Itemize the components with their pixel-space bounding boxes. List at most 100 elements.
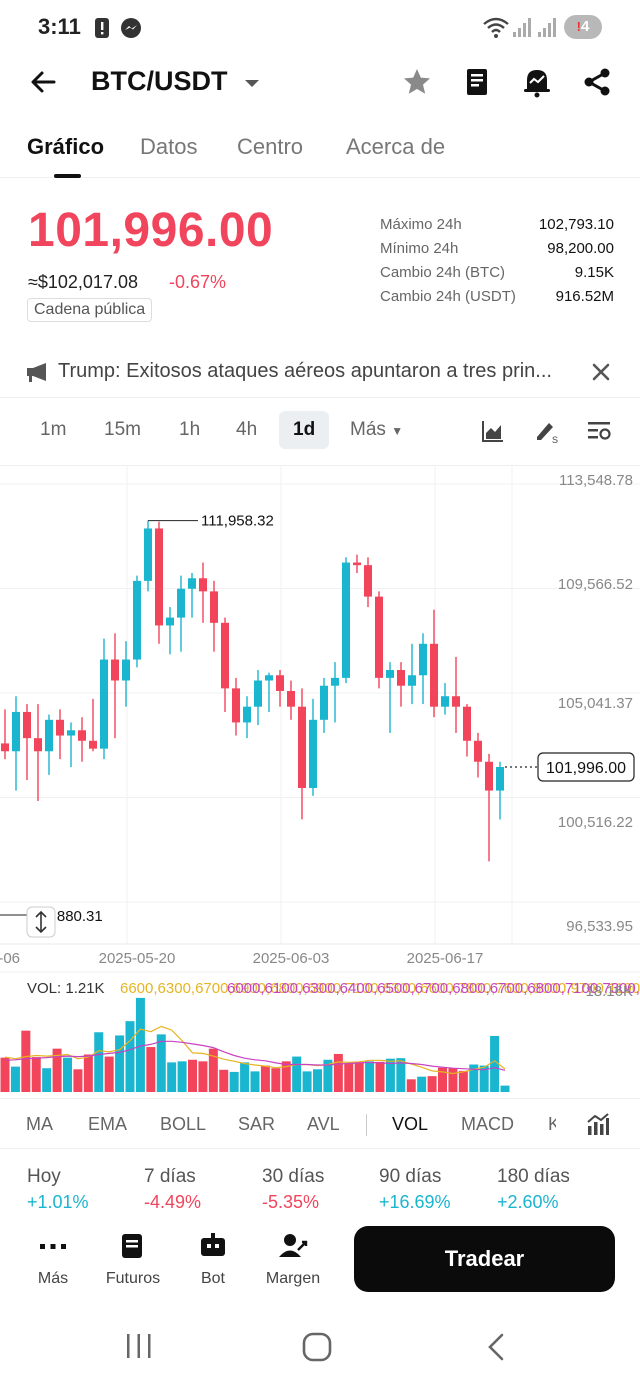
stat-label: Cambio 24h (USDT) bbox=[380, 288, 516, 305]
candles bbox=[1, 520, 504, 862]
tab-acerca-de[interactable]: Acerca de bbox=[346, 134, 446, 159]
volume-bar bbox=[448, 1068, 458, 1092]
volume-bar bbox=[458, 1070, 468, 1092]
share-icon[interactable] bbox=[581, 66, 613, 98]
volume-bar bbox=[344, 1063, 354, 1092]
action-mas[interactable]: Más bbox=[18, 1232, 88, 1287]
candle-body bbox=[166, 617, 174, 626]
volume-bar bbox=[125, 1021, 135, 1092]
candle-body bbox=[89, 740, 97, 749]
candle-body bbox=[133, 580, 141, 660]
timeframe-more[interactable]: Más ▼ bbox=[350, 419, 403, 441]
signal-icon bbox=[538, 18, 556, 37]
candle-body bbox=[408, 675, 416, 686]
volume-bar bbox=[73, 1069, 83, 1092]
candle-body bbox=[287, 690, 295, 707]
candle-body bbox=[353, 562, 361, 566]
futures-icon bbox=[122, 1234, 142, 1258]
candle-body bbox=[210, 591, 218, 623]
nav-back-icon[interactable] bbox=[484, 1332, 508, 1362]
star-icon[interactable] bbox=[401, 66, 433, 98]
volume-bar bbox=[396, 1058, 406, 1092]
battery-level: 4 bbox=[581, 18, 590, 35]
volume-bar bbox=[333, 1053, 343, 1092]
time-tick-label: 2025-05-20 bbox=[99, 950, 176, 967]
stat-value: 98,200.00 bbox=[547, 240, 614, 257]
megaphone-icon bbox=[27, 363, 46, 382]
ma5-line bbox=[4, 1025, 506, 1075]
status-bar: 3:11 !4 bbox=[0, 0, 640, 54]
candle-body bbox=[397, 670, 405, 686]
home-icon[interactable] bbox=[302, 1332, 332, 1362]
candle-body bbox=[155, 528, 163, 626]
volume-bar bbox=[292, 1056, 302, 1092]
news-text[interactable]: Trump: Exitosos ataques aéreos apuntaron… bbox=[58, 360, 552, 382]
dropdown-caret-icon[interactable] bbox=[236, 68, 268, 100]
timeframe-1d[interactable]: 1d bbox=[279, 411, 330, 449]
tab-datos[interactable]: Datos bbox=[140, 134, 198, 159]
stat-value: 9.15K bbox=[574, 264, 614, 281]
timeframe-15m[interactable]: 15m bbox=[104, 419, 141, 440]
pair-title[interactable]: BTC/USDT bbox=[91, 66, 228, 96]
volume-bar bbox=[115, 1035, 125, 1092]
price-alert-icon[interactable] bbox=[521, 66, 553, 98]
volume-label: VOL: 1.21K bbox=[27, 980, 105, 997]
candle-body bbox=[452, 696, 460, 707]
current-price-box bbox=[537, 752, 635, 782]
indicator-ema[interactable]: EMA bbox=[88, 1114, 128, 1134]
trade-button[interactable]: Tradear bbox=[354, 1226, 615, 1292]
action-margen[interactable]: Margen bbox=[258, 1232, 328, 1287]
volume-bar bbox=[188, 1059, 197, 1092]
last-price: 101,996.00 bbox=[28, 204, 274, 257]
volume-bar bbox=[479, 1065, 489, 1092]
timeframe-more-label: Más bbox=[350, 419, 386, 440]
volume-bar bbox=[354, 1062, 364, 1092]
indicator-ma[interactable]: MA bbox=[26, 1114, 53, 1134]
candle-body bbox=[265, 675, 273, 681]
perf-label-180d: 180 días bbox=[497, 1166, 570, 1187]
action-bot[interactable]: Bot bbox=[178, 1232, 248, 1287]
candlestick-chart[interactable]: 113,548.78 109,566.52 105,041.37 100,516.22… bbox=[0, 466, 640, 1106]
volume-bar bbox=[313, 1069, 322, 1092]
timeframe-4h[interactable]: 4h bbox=[236, 419, 258, 440]
bot-icon bbox=[201, 1233, 225, 1256]
candle-body bbox=[56, 719, 64, 736]
draw-tool-icon[interactable]: S bbox=[534, 418, 560, 444]
back-arrow-icon[interactable] bbox=[28, 66, 60, 98]
tab-grafico[interactable]: Gráfico bbox=[27, 134, 105, 159]
recent-apps-icon[interactable] bbox=[124, 1332, 154, 1360]
tab-centro[interactable]: Centro bbox=[237, 134, 304, 159]
candle-body bbox=[441, 696, 449, 707]
price-change: -0.67% bbox=[169, 272, 227, 292]
indicator-vol[interactable]: VOL bbox=[392, 1114, 429, 1134]
indicator-sar[interactable]: SAR bbox=[238, 1114, 276, 1134]
volume-bar bbox=[208, 1048, 218, 1092]
timeframe-1m[interactable]: 1m bbox=[40, 419, 67, 440]
indicator-avl[interactable]: AVL bbox=[307, 1114, 340, 1134]
book-icon[interactable] bbox=[461, 66, 493, 98]
volume-bar bbox=[177, 1061, 187, 1092]
volume-bar bbox=[406, 1079, 416, 1092]
candle-body bbox=[375, 596, 383, 678]
price-tick-label: 109,566.52 bbox=[558, 576, 633, 593]
indicator-macd[interactable]: MACD bbox=[461, 1114, 514, 1134]
indicator-boll[interactable]: BOLL bbox=[160, 1114, 207, 1134]
chain-badge[interactable]: Cadena pública bbox=[27, 298, 153, 322]
volume-bar bbox=[417, 1076, 427, 1092]
action-futuros[interactable]: Futuros bbox=[98, 1232, 168, 1287]
volume-bar bbox=[146, 1047, 156, 1092]
candle-body bbox=[276, 675, 284, 691]
chart-type-icon[interactable] bbox=[481, 419, 505, 443]
active-tab-indicator bbox=[54, 174, 81, 178]
indicator-k[interactable]: K bbox=[548, 1114, 556, 1134]
stat-label: Cambio 24h (BTC) bbox=[380, 264, 506, 281]
close-icon[interactable] bbox=[591, 362, 611, 382]
candle-body bbox=[331, 677, 339, 686]
volume-bar bbox=[427, 1076, 437, 1092]
timeframe-1h[interactable]: 1h bbox=[179, 419, 201, 440]
perf-value-30d: -5.35% bbox=[262, 1192, 320, 1212]
indicator-settings-icon[interactable] bbox=[587, 419, 613, 443]
volume-bar bbox=[240, 1062, 250, 1092]
news-ticker[interactable]: Trump: Exitosos ataques aéreos apuntaron… bbox=[0, 353, 640, 393]
indicator-bars-icon[interactable] bbox=[586, 1112, 610, 1136]
